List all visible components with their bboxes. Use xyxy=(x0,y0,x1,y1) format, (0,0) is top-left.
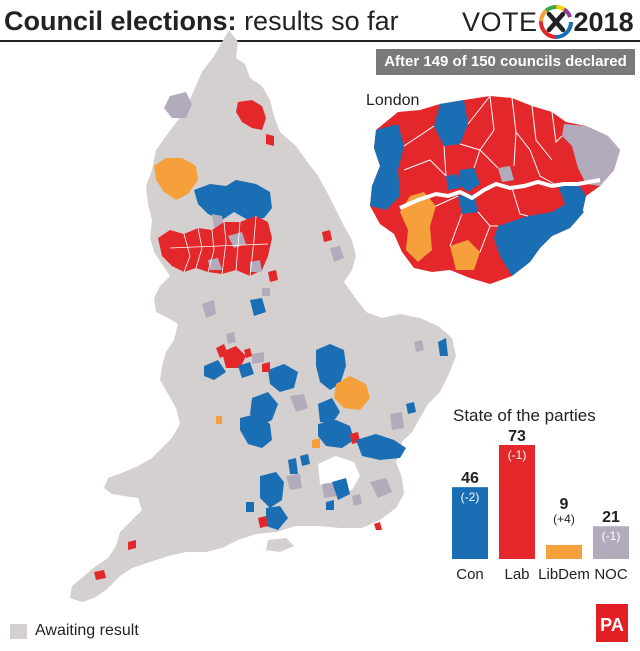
page-title: Council elections: results so far xyxy=(4,4,399,38)
council-noc-north xyxy=(164,92,192,118)
council-noc-kent-a xyxy=(370,478,392,498)
council-noc-south-c xyxy=(286,474,302,490)
thames-river xyxy=(399,178,601,210)
council-con-south-mid-b xyxy=(240,414,272,448)
council-con-yorkshire xyxy=(194,180,272,220)
council-con-south-a xyxy=(260,472,284,508)
london-con-kensington xyxy=(446,174,460,190)
council-con-peterborough xyxy=(316,344,346,390)
council-noc-north-belt-a xyxy=(228,232,246,248)
council-con-south-d xyxy=(288,458,298,474)
london-con-barnet xyxy=(434,100,468,146)
council-noc-small-2 xyxy=(262,288,270,296)
council-lab-tyneside xyxy=(236,100,266,130)
council-lab-small-1 xyxy=(268,270,278,282)
change-label-con: (-2) xyxy=(461,490,480,504)
london-libdem-sutton xyxy=(450,240,480,270)
change-label-noc: (-1) xyxy=(602,529,621,543)
london-inset-label: London xyxy=(366,92,420,109)
council-con-south-b xyxy=(266,506,288,530)
bar-libdem xyxy=(546,544,582,559)
council-con-mid-e xyxy=(204,360,226,380)
council-libdem-cambridge xyxy=(334,376,370,410)
council-con-south-f xyxy=(332,478,350,500)
council-noc-north-belt-c xyxy=(250,260,262,272)
council-noc-south-mid-c xyxy=(290,394,308,412)
header-rule xyxy=(0,40,640,42)
council-noc-mid-c xyxy=(226,332,236,344)
council-libdem-cumbria xyxy=(154,158,198,200)
value-label-libdem: 9 xyxy=(560,496,569,513)
logo-text-year: 2018 xyxy=(573,6,634,37)
london-con-bexley-bromley xyxy=(494,200,584,276)
party-bars: 46 (-2) Con 73 (-1) Lab 9(+4) LibDem 21 (-1) NOC xyxy=(452,428,629,583)
london-area xyxy=(318,456,360,492)
council-con-small-j xyxy=(246,502,254,512)
council-noc-north-belt-b xyxy=(208,258,222,270)
london-borough-borders xyxy=(403,95,563,253)
council-con-small-d xyxy=(300,454,310,466)
category-label-con: Con xyxy=(456,566,484,583)
council-lab-small-i xyxy=(374,522,382,530)
ballot-cross-icon xyxy=(538,5,573,39)
council-noc-essex-a xyxy=(390,412,404,430)
council-noc-lincs xyxy=(330,246,344,262)
council-libdem-small-a xyxy=(216,416,222,424)
council-noc-small-h xyxy=(352,494,362,506)
value-label-con: 46 xyxy=(461,470,479,487)
change-label-lab: (-1) xyxy=(508,448,527,462)
london-con-westminster xyxy=(458,168,480,192)
value-label-noc: 21 xyxy=(602,509,620,526)
category-label-noc: NOC xyxy=(594,566,628,583)
council-con-ipswich-area xyxy=(406,402,416,414)
isle-of-wight xyxy=(266,538,294,552)
value-label-lab: 73 xyxy=(508,428,526,445)
change-label-libdem: (+4) xyxy=(553,512,575,526)
london-noc-havering xyxy=(562,124,620,186)
council-con-herts xyxy=(318,420,354,448)
declared-badge: After 149 of 150 councils declared xyxy=(376,49,635,75)
bar-lab xyxy=(499,445,535,559)
council-con-essex-belt xyxy=(356,434,406,460)
legend: Awaiting result xyxy=(10,622,139,640)
pa-logo: PA xyxy=(596,604,628,642)
awaiting-label: Awaiting result xyxy=(35,622,139,639)
london-outline xyxy=(370,96,620,284)
council-noc-norwich xyxy=(414,340,424,352)
council-noc-mid-g xyxy=(252,352,264,364)
council-noc-mid-a xyxy=(202,300,216,318)
london-con-hillingdon xyxy=(370,124,404,210)
council-con-small-g xyxy=(326,500,334,510)
category-label-lab: Lab xyxy=(504,566,529,583)
council-lab-hull xyxy=(322,230,332,242)
council-lab-sunderland xyxy=(266,134,274,146)
council-con-lowestoft xyxy=(438,338,448,356)
council-con-mid-f xyxy=(238,362,254,378)
council-con-mid-h xyxy=(268,364,298,392)
bar-con xyxy=(452,487,488,559)
council-lab-mid-i xyxy=(262,362,270,372)
title-light: results so far xyxy=(244,6,399,36)
council-lab-exeter xyxy=(128,540,136,550)
north-belt-borders xyxy=(169,215,269,277)
bar-noc xyxy=(593,526,629,559)
council-lab-plymouth xyxy=(94,570,106,580)
vote-2018-logo: VOTE 2018 xyxy=(462,5,634,39)
london-libdem-richmond xyxy=(400,192,436,262)
council-con-mid-b xyxy=(250,298,266,316)
chart-title: State of the parties xyxy=(453,406,596,425)
awaiting-swatch xyxy=(10,623,27,639)
london-inset xyxy=(370,95,620,284)
council-libdem-small-b xyxy=(312,438,320,448)
council-lab-southampton xyxy=(258,516,268,528)
council-lab-birmingham xyxy=(222,346,246,368)
title-bold: Council elections: xyxy=(4,6,237,36)
council-lab-mid-j xyxy=(244,348,252,358)
council-con-mk xyxy=(318,398,340,424)
logo-text-vote: VOTE xyxy=(462,6,538,37)
london-con-bexley xyxy=(558,184,586,214)
category-label-libdem: LibDem xyxy=(538,566,590,583)
london-noc-city xyxy=(498,166,514,182)
